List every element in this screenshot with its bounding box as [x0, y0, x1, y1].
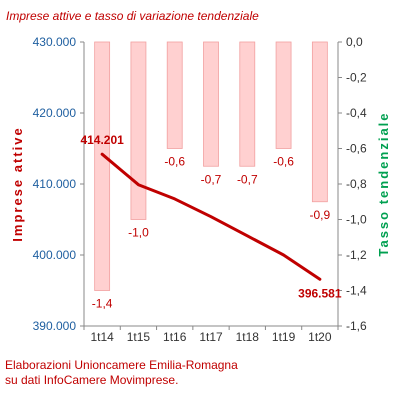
- bar-label-5: -0,6: [273, 155, 294, 169]
- right-axis-title: Tasso tendenziale: [376, 111, 391, 256]
- source-note: Elaborazioni Unioncamere Emilia-Romagna …: [5, 358, 238, 388]
- axes-layer: 390.000400.000410.000420.000430.000-1,6-…: [10, 35, 391, 344]
- bars-layer: [94, 41, 328, 291]
- bar-label-4: -0,7: [237, 172, 258, 186]
- line-label-1: 396.581: [298, 286, 342, 300]
- bar-3: [203, 41, 219, 167]
- bar-1: [130, 41, 147, 220]
- line-point-0: [100, 152, 104, 156]
- left-tick-label-1: 400.000: [33, 248, 77, 262]
- bar-label-6: -0,9: [310, 208, 331, 222]
- line-point-5: [282, 253, 285, 257]
- line-point-6: [318, 278, 322, 281]
- right-tick-label-6: -0,4: [346, 106, 367, 120]
- chart-title: Imprese attive e tasso di variazione ten…: [6, 9, 259, 23]
- x-tick-label-2: 1t16: [163, 330, 187, 344]
- labels-layer: -1,4 -1,0 -0,6 -0,7 -0,7 -0,6 -0,9 414.201 396.5…: [80, 133, 341, 310]
- bar-label-0: -1,4: [92, 297, 113, 311]
- left-tick-label-2: 410.000: [33, 177, 77, 191]
- bar-label-2: -0,6: [164, 155, 185, 169]
- x-tick-label-6: 1t20: [308, 330, 332, 344]
- x-tick-label-5: 1t19: [272, 330, 296, 344]
- source-line-2: su dati InfoCamere Movimprese.: [5, 373, 179, 387]
- line-point-4: [246, 234, 249, 238]
- x-tick-label-0: 1t14: [90, 330, 114, 344]
- right-tick-label-5: -0,6: [346, 142, 367, 156]
- right-tick-label-3: -1,0: [346, 213, 367, 227]
- right-tick-label-4: -0,8: [346, 177, 367, 191]
- bar-5: [275, 41, 292, 149]
- left-tick-label-4: 430.000: [33, 35, 77, 49]
- left-tick-label-0: 390.000: [33, 319, 77, 333]
- line-layer: [100, 152, 322, 281]
- bar-6: [311, 41, 328, 203]
- x-tick-label-3: 1t17: [199, 330, 223, 344]
- right-tick-label-1: -1,4: [346, 284, 367, 298]
- line-point-3: [209, 215, 213, 218]
- bar-label-1: -1,0: [128, 226, 149, 240]
- bar-2: [166, 41, 183, 149]
- x-tick-label-4: 1t18: [236, 330, 260, 344]
- left-axis-title: Imprese attive: [10, 126, 25, 241]
- bar-0: [94, 41, 111, 291]
- source-line-1: Elaborazioni Unioncamere Emilia-Romagna: [5, 358, 238, 372]
- line-point-1: [137, 183, 140, 186]
- right-tick-label-2: -1,2: [346, 248, 367, 262]
- x-tick-label-1: 1t15: [127, 330, 151, 344]
- bar-4: [239, 41, 256, 167]
- right-tick-label-7: -0,2: [346, 71, 367, 85]
- right-tick-label-8: 0,0: [346, 35, 363, 49]
- line-point-2: [173, 197, 176, 201]
- right-tick-label-0: -1,6: [346, 319, 367, 333]
- left-tick-label-3: 420.000: [33, 106, 77, 120]
- bar-label-3: -0,7: [201, 172, 222, 186]
- line-label-0: 414.201: [80, 133, 124, 147]
